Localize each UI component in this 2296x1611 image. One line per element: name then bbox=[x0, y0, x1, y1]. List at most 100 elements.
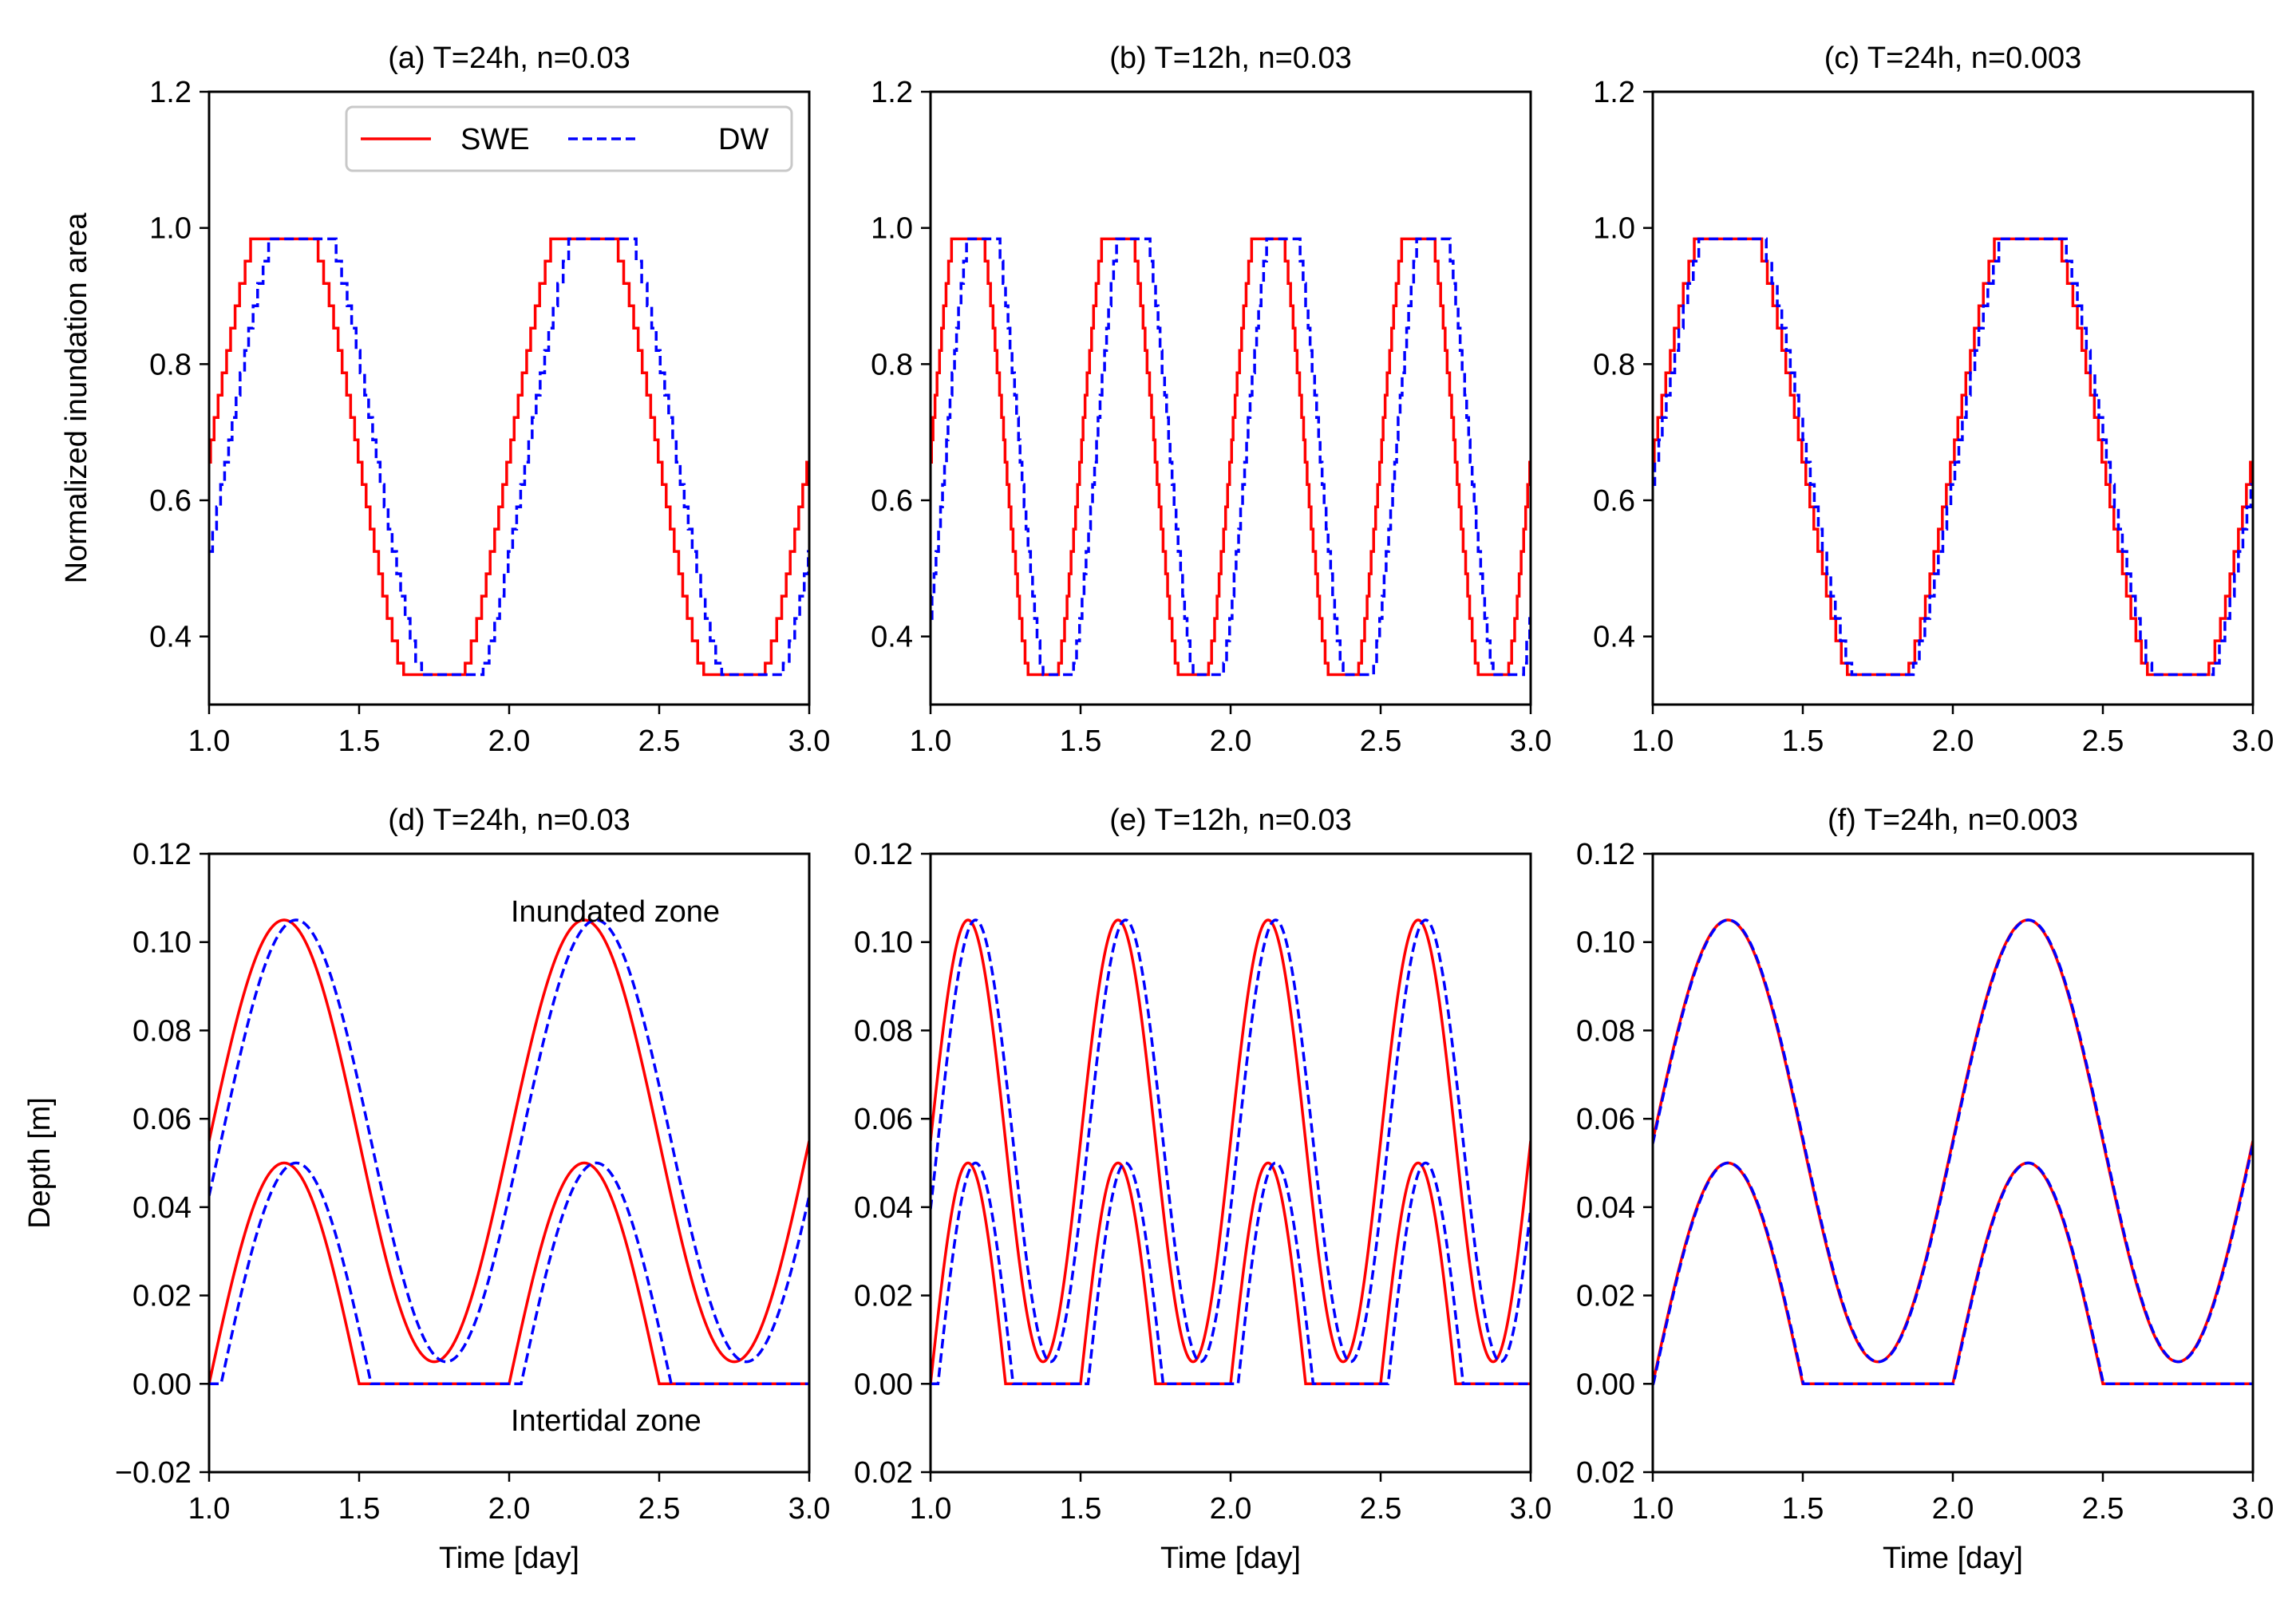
x-tick-label-a-1: 1.5 bbox=[338, 725, 381, 758]
legend-label-dw: DW bbox=[718, 123, 769, 156]
dw-intertidal-line-f bbox=[1653, 1161, 2253, 1386]
x-tick-label-d-4: 3.0 bbox=[788, 1492, 831, 1526]
x-tick-label-c-1: 1.5 bbox=[1782, 725, 1824, 758]
x-tick-label-e-0: 1.0 bbox=[910, 1492, 952, 1526]
dw-line-b bbox=[931, 237, 1531, 677]
x-tick-label-b-2: 2.0 bbox=[1210, 725, 1252, 758]
y-tick-label-c-0: 0.4 bbox=[1593, 621, 1635, 654]
y-tick-label-d-7: 0.12 bbox=[132, 838, 192, 871]
dw-inundated-line-d bbox=[209, 918, 809, 1364]
panel-d: (d) T=24h, n=0.03 1.0 1.5 2.0 2.5 3.0 −0.02 0.0… bbox=[23, 804, 830, 1575]
x-tick-label-a-0: 1.0 bbox=[188, 725, 231, 758]
dw-line-a bbox=[209, 237, 809, 677]
y-tick-label-f-2: 0.02 bbox=[1576, 1280, 1635, 1313]
dw-line-c bbox=[1653, 237, 2253, 677]
plot-area-b bbox=[931, 237, 1531, 677]
x-tick-label-a-3: 2.5 bbox=[638, 725, 681, 758]
y-tick-label-a-4: 1.2 bbox=[149, 76, 192, 109]
panel-title-a: (a) T=24h, n=0.03 bbox=[388, 41, 630, 75]
y-tick-label-f-7: 0.12 bbox=[1576, 838, 1635, 871]
dw-intertidal-line-d bbox=[209, 1161, 809, 1386]
y-tick-label-b-2: 0.8 bbox=[871, 348, 913, 381]
y-tick-label-e-2: 0.02 bbox=[854, 1280, 913, 1313]
x-tick-label-d-2: 2.0 bbox=[488, 1492, 531, 1526]
x-tick-label-b-4: 3.0 bbox=[1510, 725, 1552, 758]
y-tick-label-f-1: 0.00 bbox=[1576, 1368, 1635, 1401]
y-tick-label-a-0: 0.4 bbox=[149, 621, 192, 654]
y-tick-label-c-3: 1.0 bbox=[1593, 212, 1635, 246]
panel-title-f: (f) T=24h, n=0.003 bbox=[1828, 804, 2078, 837]
y-tick-label-f-0: 0.02 bbox=[1576, 1456, 1635, 1490]
x-tick-label-b-3: 2.5 bbox=[1360, 725, 1402, 758]
swe-inundated-line-e bbox=[931, 918, 1531, 1364]
y-tick-label-e-1: 0.00 bbox=[854, 1368, 913, 1401]
y-tick-label-e-4: 0.06 bbox=[854, 1103, 913, 1136]
panel-title-d: (d) T=24h, n=0.03 bbox=[388, 804, 630, 837]
x-axis-label-e: Time [day] bbox=[1160, 1542, 1301, 1575]
y-tick-label-c-2: 0.8 bbox=[1593, 348, 1635, 381]
x-tick-label-d-3: 2.5 bbox=[638, 1492, 681, 1526]
y-tick-label-f-6: 0.10 bbox=[1576, 926, 1635, 960]
panel-title-c: (c) T=24h, n=0.003 bbox=[1824, 41, 2082, 75]
y-tick-label-a-2: 0.8 bbox=[149, 348, 192, 381]
x-tick-label-d-0: 1.0 bbox=[188, 1492, 231, 1526]
y-tick-label-e-5: 0.08 bbox=[854, 1014, 913, 1048]
panel-e: (e) T=12h, n=0.03 1.0 1.5 2.0 2.5 3.0 0.02 0.00… bbox=[854, 804, 1551, 1575]
y-tick-label-b-1: 0.6 bbox=[871, 484, 913, 518]
legend-label-swe: SWE bbox=[460, 123, 530, 156]
panel-a: (a) T=24h, n=0.03 1.0 1.5 2.0 2.5 3.0 0.4 0.6 0.… bbox=[60, 41, 830, 758]
y-tick-label-c-4: 1.2 bbox=[1593, 76, 1635, 109]
swe-inundated-line-d bbox=[209, 918, 809, 1364]
x-tick-label-f-1: 1.5 bbox=[1782, 1492, 1824, 1526]
annotation-intertidal-zone: Intertidal zone bbox=[511, 1404, 701, 1438]
y-tick-label-d-5: 0.08 bbox=[132, 1014, 192, 1048]
y-tick-label-b-0: 0.4 bbox=[871, 621, 913, 654]
y-tick-label-e-0: 0.02 bbox=[854, 1456, 913, 1490]
x-tick-label-f-3: 2.5 bbox=[2082, 1492, 2124, 1526]
plot-area-c bbox=[1653, 237, 2253, 677]
x-tick-label-f-4: 3.0 bbox=[2232, 1492, 2274, 1526]
x-tick-label-b-0: 1.0 bbox=[910, 725, 952, 758]
plot-area-e bbox=[931, 918, 1531, 1386]
y-axis-label-d: Depth [m] bbox=[23, 1097, 57, 1229]
y-tick-label-b-4: 1.2 bbox=[871, 76, 913, 109]
x-tick-label-e-1: 1.5 bbox=[1060, 1492, 1102, 1526]
x-axis-label-f: Time [day] bbox=[1883, 1542, 2023, 1575]
x-tick-label-c-0: 1.0 bbox=[1632, 725, 1674, 758]
x-tick-label-f-0: 1.0 bbox=[1632, 1492, 1674, 1526]
y-tick-label-f-4: 0.06 bbox=[1576, 1103, 1635, 1136]
swe-line-a bbox=[209, 237, 809, 677]
y-tick-label-a-1: 0.6 bbox=[149, 484, 192, 518]
annotation-inundated-zone: Inundated zone bbox=[511, 895, 720, 929]
x-tick-label-c-2: 2.0 bbox=[1932, 725, 1974, 758]
dw-inundated-line-e bbox=[931, 918, 1531, 1364]
y-tick-label-d-4: 0.06 bbox=[132, 1103, 192, 1136]
y-tick-label-e-3: 0.04 bbox=[854, 1191, 913, 1225]
panel-b: (b) T=12h, n=0.03 1.0 1.5 2.0 2.5 3.0 0.4 0.6 0.… bbox=[871, 41, 1551, 758]
y-tick-label-d-0: −0.02 bbox=[115, 1456, 192, 1490]
dw-intertidal-line-e bbox=[931, 1161, 1531, 1386]
panel-title-b: (b) T=12h, n=0.03 bbox=[1109, 41, 1352, 75]
y-tick-label-d-2: 0.02 bbox=[132, 1280, 192, 1313]
y-axis-label-a: Normalized inundation area bbox=[60, 212, 93, 584]
plot-area-f bbox=[1653, 918, 2253, 1386]
legend: SWE DW bbox=[345, 105, 793, 172]
x-tick-label-d-1: 1.5 bbox=[338, 1492, 381, 1526]
x-tick-label-a-2: 2.0 bbox=[488, 725, 531, 758]
y-tick-label-f-5: 0.08 bbox=[1576, 1014, 1635, 1048]
x-tick-label-a-4: 3.0 bbox=[788, 725, 831, 758]
y-tick-label-f-3: 0.04 bbox=[1576, 1191, 1635, 1225]
y-tick-label-d-3: 0.04 bbox=[132, 1191, 192, 1225]
x-tick-label-c-3: 2.5 bbox=[2082, 725, 2124, 758]
panel-title-e: (e) T=12h, n=0.03 bbox=[1109, 804, 1352, 837]
y-tick-label-e-7: 0.12 bbox=[854, 838, 913, 871]
x-tick-label-f-2: 2.0 bbox=[1932, 1492, 1974, 1526]
y-tick-label-a-3: 1.0 bbox=[149, 212, 192, 246]
x-tick-label-c-4: 3.0 bbox=[2232, 725, 2274, 758]
x-tick-label-e-4: 3.0 bbox=[1510, 1492, 1552, 1526]
y-tick-label-d-6: 0.10 bbox=[132, 926, 192, 960]
y-tick-label-b-3: 1.0 bbox=[871, 212, 913, 246]
dw-inundated-line-f bbox=[1653, 918, 2253, 1364]
panel-c: (c) T=24h, n=0.003 1.0 1.5 2.0 2.5 3.0 0.4 0.6 0… bbox=[1593, 41, 2274, 758]
